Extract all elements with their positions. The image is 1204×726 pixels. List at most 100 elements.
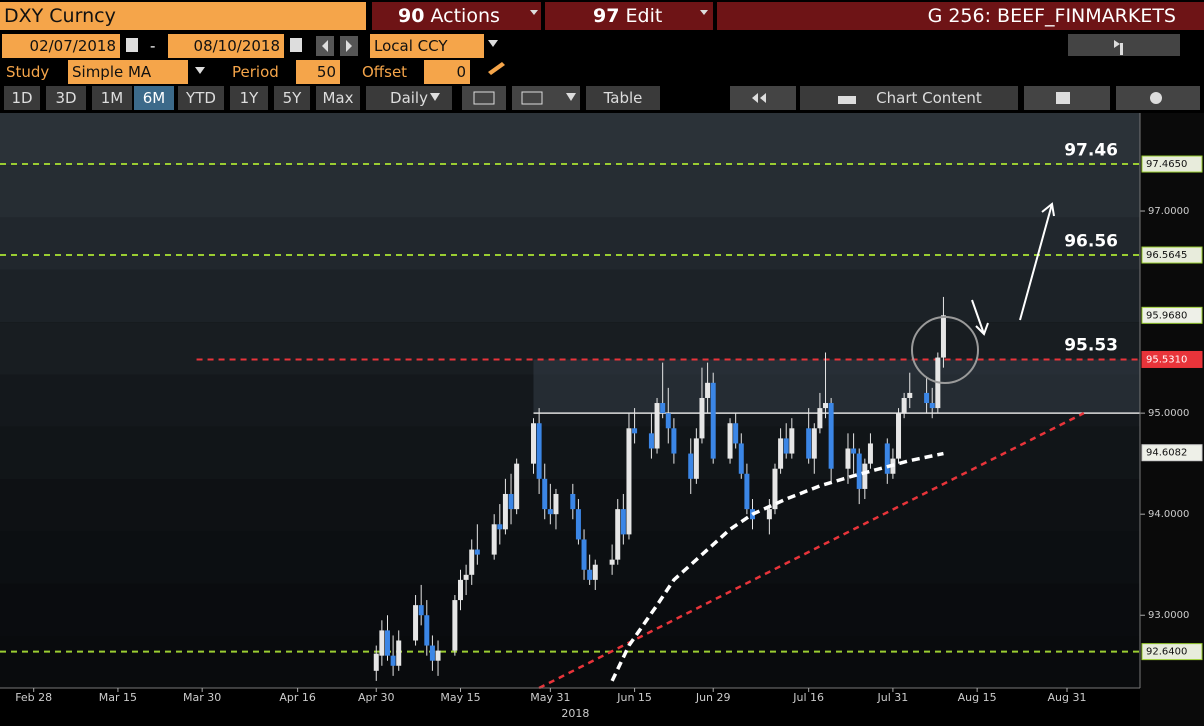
study[interactable]: Simple MA <box>68 60 188 84</box>
background-bands <box>0 113 1140 689</box>
page-title: G 256: BEEF_FINMARKETS <box>717 2 1204 30</box>
candle-body <box>671 428 677 454</box>
candle-body <box>901 397 907 414</box>
candle-body <box>609 559 615 565</box>
candle-body <box>924 392 930 404</box>
price-tag <box>1141 444 1203 462</box>
x-axis-label: 2018 <box>561 707 589 720</box>
y-tick-label: 97.0000 <box>1148 206 1189 217</box>
price-tag <box>1141 306 1203 324</box>
candle-body <box>929 403 935 409</box>
band <box>0 426 1140 480</box>
end-date[interactable]: 08/10/2018 <box>168 34 284 58</box>
level-tag <box>1141 643 1203 661</box>
candle-body <box>508 493 514 510</box>
resistance-zone <box>533 359 1140 414</box>
plot <box>0 163 1140 690</box>
chart-content[interactable]: Chart Content <box>800 86 1018 110</box>
start-date[interactable]: 02/07/2018 <box>2 34 120 58</box>
candle-body <box>851 448 857 454</box>
x-tick-label: Apr 16 <box>279 691 316 704</box>
candle-body <box>396 640 402 666</box>
range-button[interactable]: 3D <box>46 86 86 110</box>
candle-body <box>806 428 812 459</box>
candle-body <box>783 438 789 454</box>
candle-body <box>542 478 548 510</box>
actions-menu[interactable]: 90 Actions <box>372 2 541 30</box>
candle-body <box>693 438 699 479</box>
line-icon-button[interactable] <box>462 86 506 110</box>
candle-body <box>474 549 480 555</box>
menu-label: Edit <box>625 5 663 27</box>
candle-body <box>435 650 441 661</box>
price-tag-label: 95.9680 <box>1146 310 1187 321</box>
candle-icon-button[interactable] <box>512 86 580 110</box>
x-tick-label: Mar 15 <box>99 691 137 704</box>
candle-body <box>626 428 632 535</box>
menu-label: Actions <box>430 5 500 27</box>
icons <box>126 10 1162 105</box>
candle-body <box>817 408 823 429</box>
candle-body <box>452 600 458 651</box>
level-tag <box>1141 246 1203 264</box>
x-tick-label: Apr 30 <box>358 691 395 704</box>
level-tag-label: 97.4650 <box>1146 159 1187 170</box>
offset[interactable]: 0 <box>424 60 470 84</box>
candle-body <box>907 392 913 398</box>
back-button[interactable] <box>1068 34 1180 56</box>
period[interactable]: 50 <box>296 60 340 84</box>
range-button[interactable]: YTD <box>178 86 224 110</box>
table-button[interactable]: Table <box>586 86 660 110</box>
level-tag <box>1141 155 1203 173</box>
annotation-shapes <box>911 202 1055 384</box>
candle-body <box>778 438 784 469</box>
candle-body <box>823 403 829 409</box>
frequency[interactable]: Daily <box>366 86 452 110</box>
edit-menu[interactable]: 97 Edit <box>545 2 713 30</box>
x-tick-label: Mar 30 <box>183 691 221 704</box>
range-button[interactable]: Max <box>316 86 360 110</box>
band <box>0 531 1140 584</box>
currency[interactable]: Local CCY <box>370 34 484 58</box>
candle-body <box>575 509 581 540</box>
candle-body <box>570 493 576 510</box>
range-button[interactable]: 1Y <box>230 86 268 110</box>
range-button[interactable]: 1M <box>92 86 132 110</box>
x-tick-label: May 31 <box>530 691 570 704</box>
candle-body <box>828 403 834 469</box>
candle-body <box>514 463 520 510</box>
offset-label: Offset <box>362 63 408 81</box>
date-separator: - <box>150 37 156 55</box>
y-tick-label: 94.0000 <box>1148 509 1189 520</box>
band <box>0 269 1140 323</box>
band <box>0 113 1140 166</box>
y-tick-label: 95.0000 <box>1148 408 1189 419</box>
level-annotation: 96.56 <box>1064 231 1118 251</box>
toolbar-icons <box>126 10 1200 110</box>
candle-body <box>744 473 750 510</box>
candle-body <box>463 574 469 580</box>
x-tick-label: Jul 31 <box>877 691 909 704</box>
candle-body <box>491 524 497 555</box>
menu-code: 90 <box>398 5 425 27</box>
range-button[interactable]: 5Y <box>274 86 310 110</box>
level-tag-label: 95.5310 <box>1146 354 1187 365</box>
candle-body <box>940 315 946 358</box>
band <box>0 322 1140 375</box>
range-button[interactable]: 6M <box>134 86 174 110</box>
x-tick-label: May 15 <box>440 691 480 704</box>
x-tick-label: Aug 15 <box>958 691 997 704</box>
candle-body <box>884 443 890 474</box>
range-button[interactable]: 1D <box>4 86 40 110</box>
security[interactable]: DXY Curncy <box>0 2 366 30</box>
level-tag-label: 96.5645 <box>1146 250 1187 261</box>
level-annotation: 95.53 <box>1064 336 1118 356</box>
candle-body <box>530 423 536 464</box>
candle-body <box>710 382 716 459</box>
moving-average <box>610 451 944 682</box>
period-label: Period <box>232 63 279 81</box>
candle-body <box>811 428 817 459</box>
candle-body <box>632 428 638 434</box>
band <box>0 583 1140 636</box>
axis-background <box>1140 113 1204 726</box>
